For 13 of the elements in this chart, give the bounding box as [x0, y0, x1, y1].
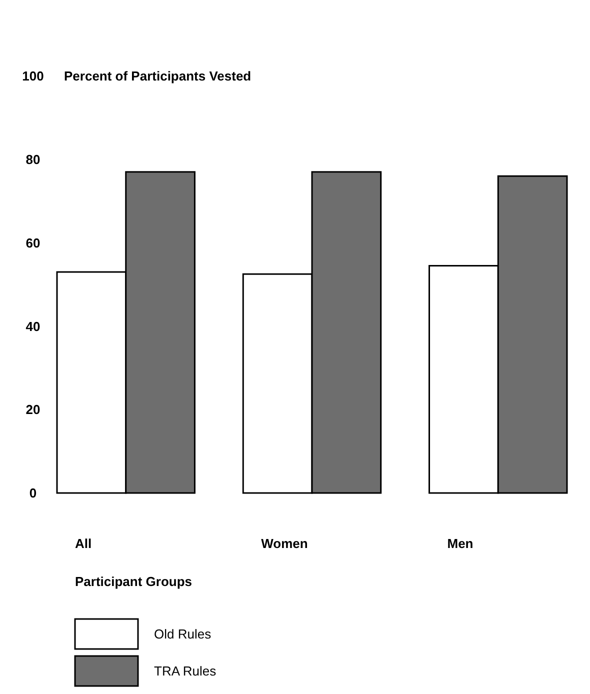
x-axis-title: Participant Groups: [75, 574, 192, 589]
y-tick-label: 60: [26, 235, 40, 250]
y-tick-label: 0: [29, 486, 37, 501]
x-tick-label: Men: [447, 536, 474, 551]
legend-label: Old Rules: [154, 626, 212, 642]
legend-label: TRA Rules: [154, 664, 217, 679]
x-tick-label: Women: [261, 536, 308, 551]
y-tick-label: 40: [26, 318, 40, 334]
y-tick-label: 80: [26, 152, 40, 167]
x-tick-label: All: [75, 536, 92, 551]
y-tick-label: 20: [26, 402, 40, 418]
y-axis-title: Percent of Participants Vested: [64, 68, 252, 84]
y-tick-label: 100: [22, 68, 44, 84]
